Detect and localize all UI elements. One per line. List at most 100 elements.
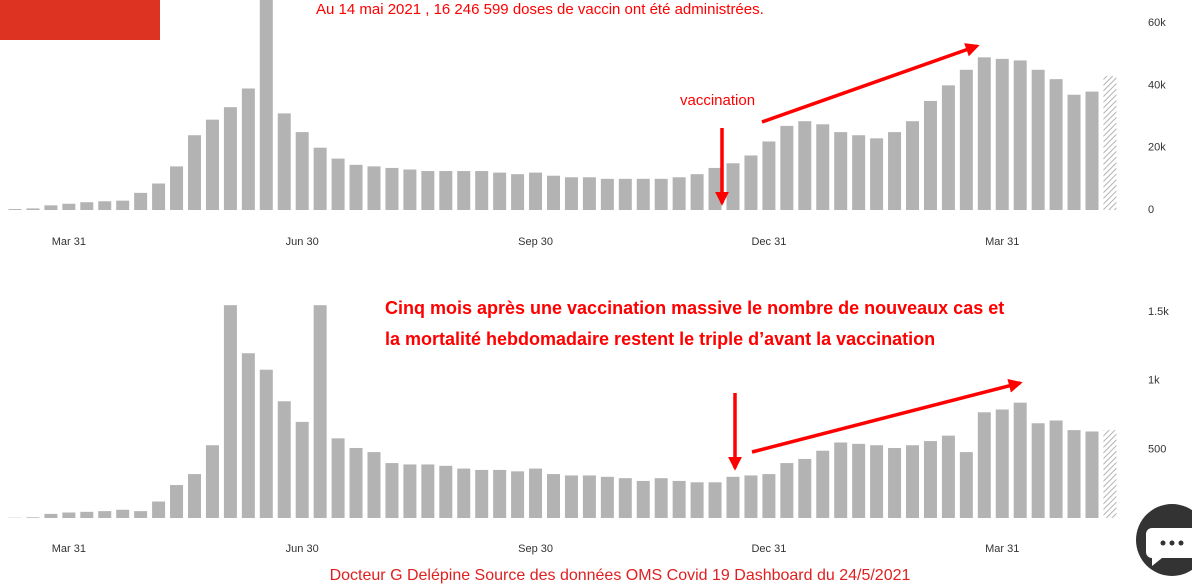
bar [600, 476, 614, 518]
bar [403, 169, 417, 210]
bar [259, 369, 273, 518]
bar [941, 85, 955, 210]
bar [1013, 60, 1027, 211]
bar [295, 132, 309, 210]
bar [672, 177, 686, 210]
bar [744, 155, 758, 210]
bar [959, 69, 973, 210]
bar [582, 177, 596, 210]
bar [116, 200, 130, 210]
x-tick-label: Mar 31 [52, 236, 86, 248]
chart: 0 20k 40k 60k Mar 31 Jun 30 Sep 30 Dec 31 Mar 31… [8, 0, 1166, 248]
bar [349, 164, 363, 210]
bar [959, 452, 973, 518]
bar [636, 480, 650, 518]
bar [205, 119, 219, 210]
bar [26, 517, 40, 518]
annotation: Cinq mois après une vaccination massive … [385, 298, 1004, 318]
bar [888, 132, 902, 210]
bar [80, 511, 94, 518]
bar [1049, 420, 1063, 518]
bar [188, 474, 201, 518]
bar [1031, 69, 1045, 210]
bar [493, 172, 507, 210]
logo-block [0, 0, 160, 40]
bar [277, 401, 291, 518]
bar [367, 452, 381, 518]
bar [62, 512, 76, 518]
bar [834, 132, 848, 210]
bar [44, 205, 58, 210]
bar [600, 178, 614, 210]
x-tick-label: Jun 30 [286, 236, 319, 248]
bar [529, 468, 543, 518]
bar [762, 141, 776, 210]
bar [995, 58, 1009, 211]
bar [995, 409, 1009, 518]
bar [708, 167, 722, 210]
bar [385, 463, 399, 518]
bar [313, 147, 327, 210]
bar [170, 485, 184, 518]
bar [726, 476, 740, 518]
bar [780, 125, 794, 210]
annotation: Au 14 mai 2021 , 16 246 599 doses de vac… [316, 1, 764, 18]
bar [941, 435, 955, 518]
bar [744, 475, 758, 518]
bar [475, 469, 489, 518]
bar [223, 305, 237, 518]
chat-button[interactable] [1136, 504, 1192, 576]
bar [690, 482, 704, 518]
bar [762, 474, 776, 518]
y-tick-label: 20k [1148, 142, 1166, 154]
bar [457, 171, 471, 210]
annotation: la mortalité hebdomadaire restent le tri… [385, 329, 935, 349]
bar [98, 511, 112, 518]
bar [1085, 91, 1099, 210]
x-tick-label: Mar 31 [52, 543, 86, 555]
bar [421, 464, 435, 518]
bar [1085, 431, 1099, 518]
bar [152, 501, 166, 518]
x-tick-label: Sep 30 [518, 236, 553, 248]
bar [870, 445, 884, 518]
x-tick-label: Dec 31 [751, 236, 786, 248]
bar [529, 172, 543, 210]
bar [923, 441, 937, 518]
bar [511, 174, 525, 210]
bar [1049, 79, 1063, 210]
bar [421, 171, 435, 210]
bar [511, 471, 525, 518]
bar [816, 450, 830, 518]
bar [690, 174, 704, 210]
y-tick-label: 60k [1148, 17, 1166, 29]
bar [223, 107, 237, 210]
bar [152, 183, 166, 210]
bar [116, 509, 130, 518]
annotation: vaccination [680, 92, 755, 109]
bar [241, 88, 255, 210]
bar [295, 421, 309, 518]
bar [331, 438, 345, 518]
bar [906, 445, 919, 518]
bar [134, 511, 148, 518]
bar [385, 167, 399, 210]
bar [618, 178, 632, 210]
bar [493, 469, 507, 518]
bar [188, 135, 201, 210]
footer: Docteur G Delépine Source des données OM… [330, 567, 911, 584]
bar [906, 121, 919, 210]
bar [1013, 402, 1027, 518]
y-tick-label: 1k [1148, 375, 1160, 387]
bar [205, 445, 219, 518]
bar [439, 171, 453, 210]
y-tick-label: 0 [1148, 204, 1154, 216]
bar [1103, 430, 1117, 518]
bar [80, 202, 94, 210]
bar [313, 305, 327, 518]
bar [780, 463, 794, 518]
bar [977, 57, 991, 210]
bar [726, 163, 740, 210]
bar [636, 178, 650, 210]
